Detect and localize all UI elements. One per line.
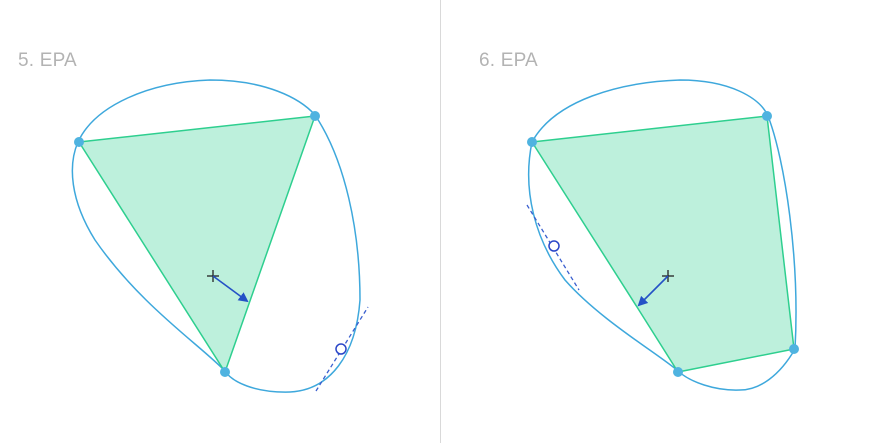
epa-polytope	[530, 115, 795, 373]
minkowski-difference-outline	[71, 79, 361, 393]
step-5-label: 5. EPA	[18, 50, 77, 71]
epa-step-6-panel: 6. EPA	[441, 0, 891, 443]
closest-edge-normal-arrow	[212, 275, 249, 303]
epa-step-6-diagram	[526, 79, 799, 391]
support-point-marker	[335, 343, 347, 355]
minkowski-difference-outline	[527, 79, 797, 391]
polytope-vertex	[74, 137, 84, 147]
polytope-vertex	[527, 137, 537, 147]
step-6-label: 6. EPA	[479, 50, 538, 71]
panel-divider	[440, 0, 441, 443]
closest-edge-normal-arrow	[637, 275, 669, 307]
polytope-vertex	[220, 367, 230, 377]
epa-polytope	[77, 115, 317, 374]
polytope-vertex	[762, 111, 772, 121]
polytope-vertex	[673, 367, 683, 377]
support-point-marker	[548, 240, 560, 252]
epa-step-5-diagram	[71, 79, 369, 393]
polytope-vertex	[789, 344, 799, 354]
epa-step-5-panel: 5. EPA	[0, 0, 440, 443]
polytope-vertex	[310, 111, 320, 121]
